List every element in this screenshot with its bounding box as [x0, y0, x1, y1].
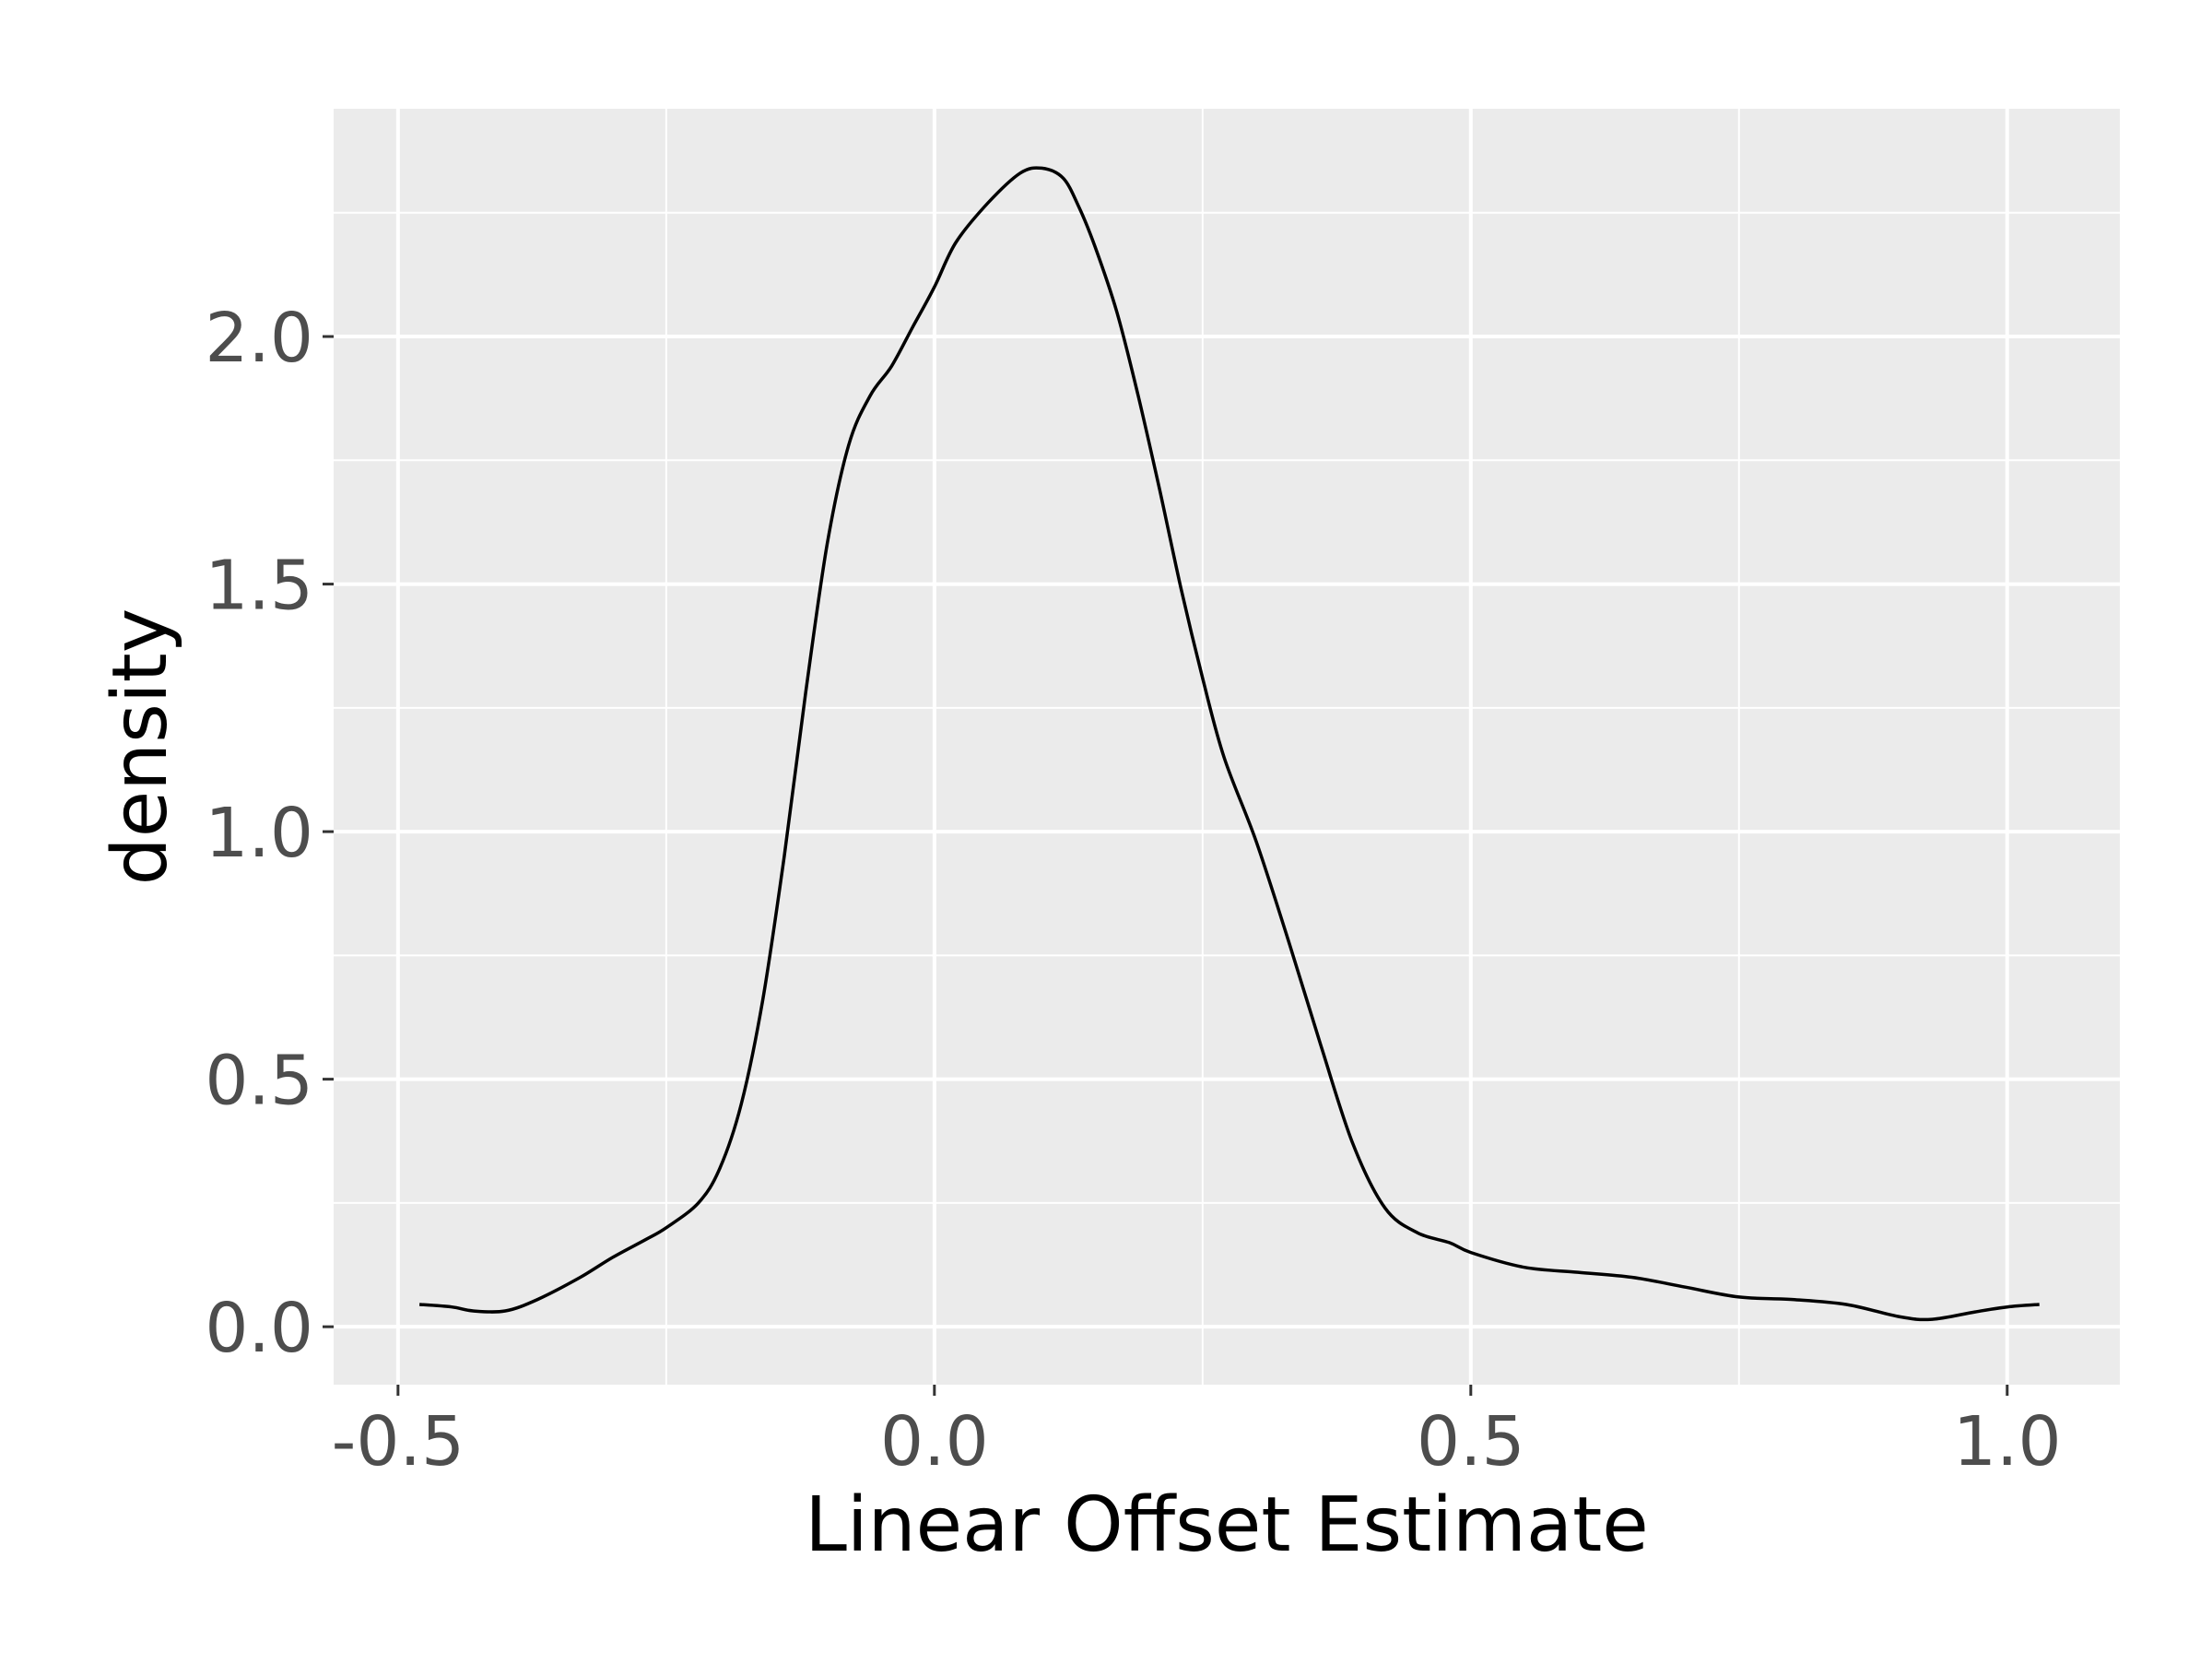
x-tick-label: 0.5	[1417, 1402, 1525, 1481]
x-tick-label: 1.0	[1953, 1402, 2062, 1481]
y-tick-label: 1.5	[205, 547, 313, 626]
y-tick-label: 0.5	[205, 1042, 313, 1121]
x-tick-label: 0.0	[880, 1402, 989, 1481]
axis-ticks: -0.5 0.0 0.5 1.00.00.51.01.52.0	[205, 299, 2061, 1481]
y-tick-label: 1.0	[205, 794, 313, 873]
x-tick-label: -0.5	[332, 1402, 465, 1481]
plot-panel	[334, 109, 2120, 1385]
gridlines	[334, 109, 2120, 1385]
y-tick-label: 2.0	[205, 299, 313, 378]
series-layer	[418, 166, 2040, 1322]
y-tick-label: 0.0	[205, 1289, 313, 1368]
y-axis-label: density	[97, 608, 184, 886]
density-line	[418, 166, 2040, 1322]
x-axis-label: Linear Offset Estimate	[805, 1481, 1649, 1569]
